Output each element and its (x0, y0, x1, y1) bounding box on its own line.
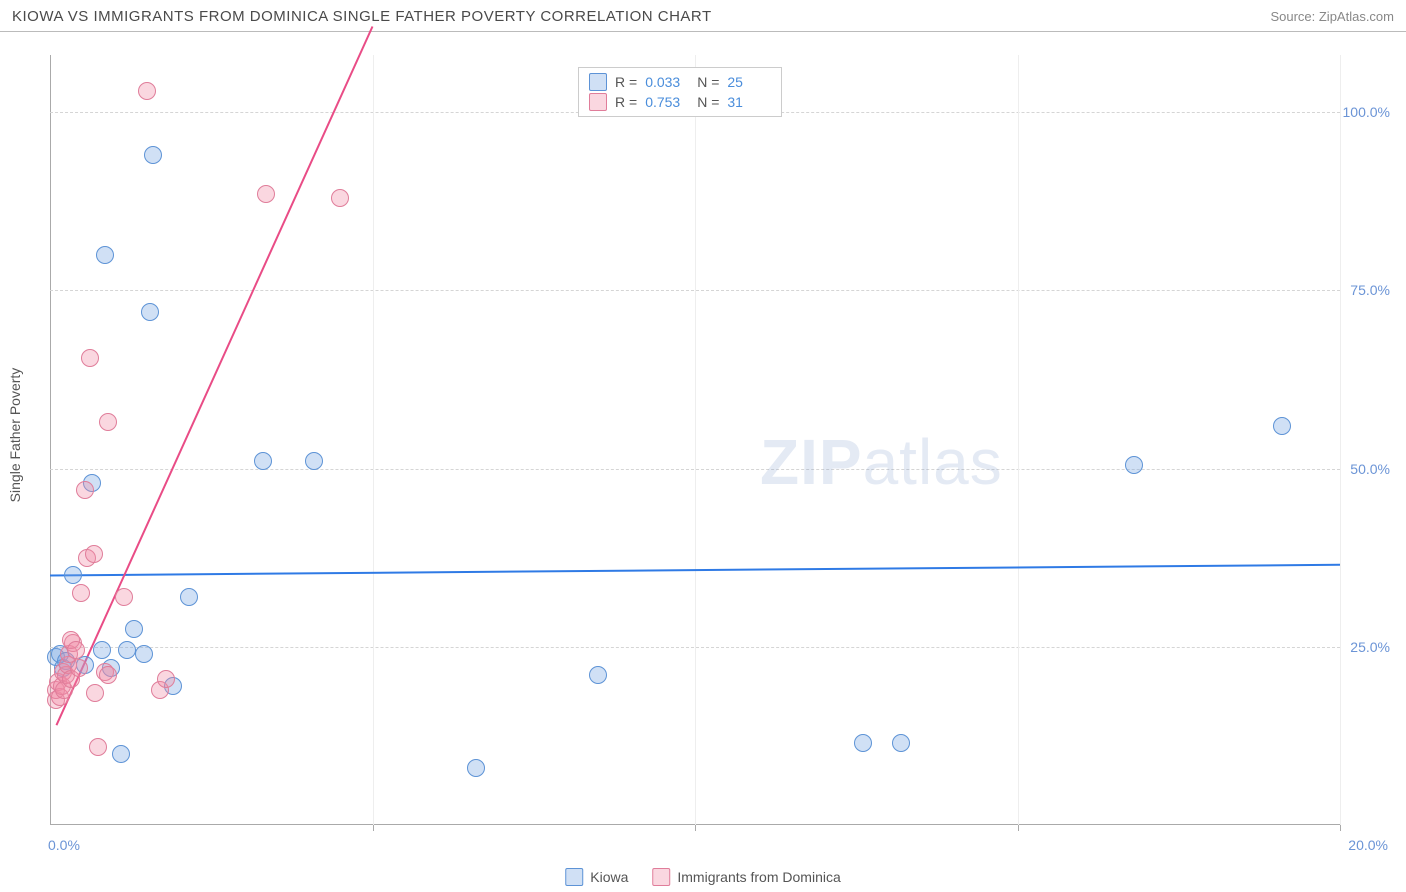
data-point (112, 745, 130, 763)
y-tick-label: 75.0% (1340, 282, 1390, 298)
legend-bottom: Kiowa Immigrants from Dominica (565, 868, 841, 886)
data-point (86, 684, 104, 702)
legend-swatch-icon (589, 93, 607, 111)
regression-line (50, 565, 1340, 576)
r-value: 0.033 (645, 74, 689, 90)
data-point (64, 566, 82, 584)
data-point (85, 545, 103, 563)
data-point (67, 641, 85, 659)
x-tick-label: 20.0% (1348, 837, 1388, 853)
x-tick-mark (373, 825, 374, 831)
legend-swatch-icon (589, 73, 607, 91)
data-point (589, 666, 607, 684)
n-label: N = (697, 94, 719, 110)
r-label: R = (615, 74, 637, 90)
data-point (305, 452, 323, 470)
data-point (118, 641, 136, 659)
y-tick-label: 25.0% (1340, 639, 1390, 655)
r-label: R = (615, 94, 637, 110)
n-value: 31 (727, 94, 771, 110)
data-point (70, 659, 88, 677)
data-point (99, 666, 117, 684)
x-tick-mark (1340, 825, 1341, 831)
data-point (157, 670, 175, 688)
data-point (1125, 456, 1143, 474)
regression-lines (50, 55, 1340, 825)
data-point (99, 413, 117, 431)
data-point (138, 82, 156, 100)
chart-header: KIOWA VS IMMIGRANTS FROM DOMINICA SINGLE… (0, 0, 1406, 32)
legend-label: Immigrants from Dominica (677, 869, 840, 885)
r-value: 0.753 (645, 94, 689, 110)
legend-swatch-icon (652, 868, 670, 886)
data-point (892, 734, 910, 752)
scatter-chart: Single Father Poverty 25.0%50.0%75.0%100… (50, 45, 1390, 825)
legend-correlation-box: R = 0.033 N = 25 R = 0.753 N = 31 (578, 67, 782, 117)
y-tick-label: 50.0% (1340, 461, 1390, 477)
legend-label: Kiowa (590, 869, 628, 885)
data-point (257, 185, 275, 203)
data-point (81, 349, 99, 367)
data-point (180, 588, 198, 606)
n-value: 25 (727, 74, 771, 90)
x-tick-label: 0.0% (48, 837, 80, 853)
chart-title: KIOWA VS IMMIGRANTS FROM DOMINICA SINGLE… (12, 8, 712, 25)
regression-line (56, 26, 372, 725)
data-point (254, 452, 272, 470)
plot-area: 25.0%50.0%75.0%100.0%0.0%20.0%ZIPatlasR … (50, 55, 1340, 825)
data-point (93, 641, 111, 659)
data-point (89, 738, 107, 756)
x-tick-mark (1018, 825, 1019, 831)
legend-item: Immigrants from Dominica (652, 868, 840, 886)
data-point (76, 481, 94, 499)
chart-source: Source: ZipAtlas.com (1270, 9, 1394, 24)
data-point (467, 759, 485, 777)
data-point (854, 734, 872, 752)
data-point (331, 189, 349, 207)
legend-row: R = 0.753 N = 31 (589, 92, 771, 112)
data-point (1273, 417, 1291, 435)
data-point (141, 303, 159, 321)
y-axis-label: Single Father Poverty (7, 368, 23, 503)
legend-row: R = 0.033 N = 25 (589, 72, 771, 92)
data-point (135, 645, 153, 663)
data-point (125, 620, 143, 638)
x-tick-mark (695, 825, 696, 831)
data-point (96, 246, 114, 264)
n-label: N = (697, 74, 719, 90)
data-point (115, 588, 133, 606)
legend-swatch-icon (565, 868, 583, 886)
data-point (72, 584, 90, 602)
data-point (144, 146, 162, 164)
legend-item: Kiowa (565, 868, 628, 886)
gridline-v (1340, 55, 1341, 825)
y-tick-label: 100.0% (1340, 104, 1390, 120)
